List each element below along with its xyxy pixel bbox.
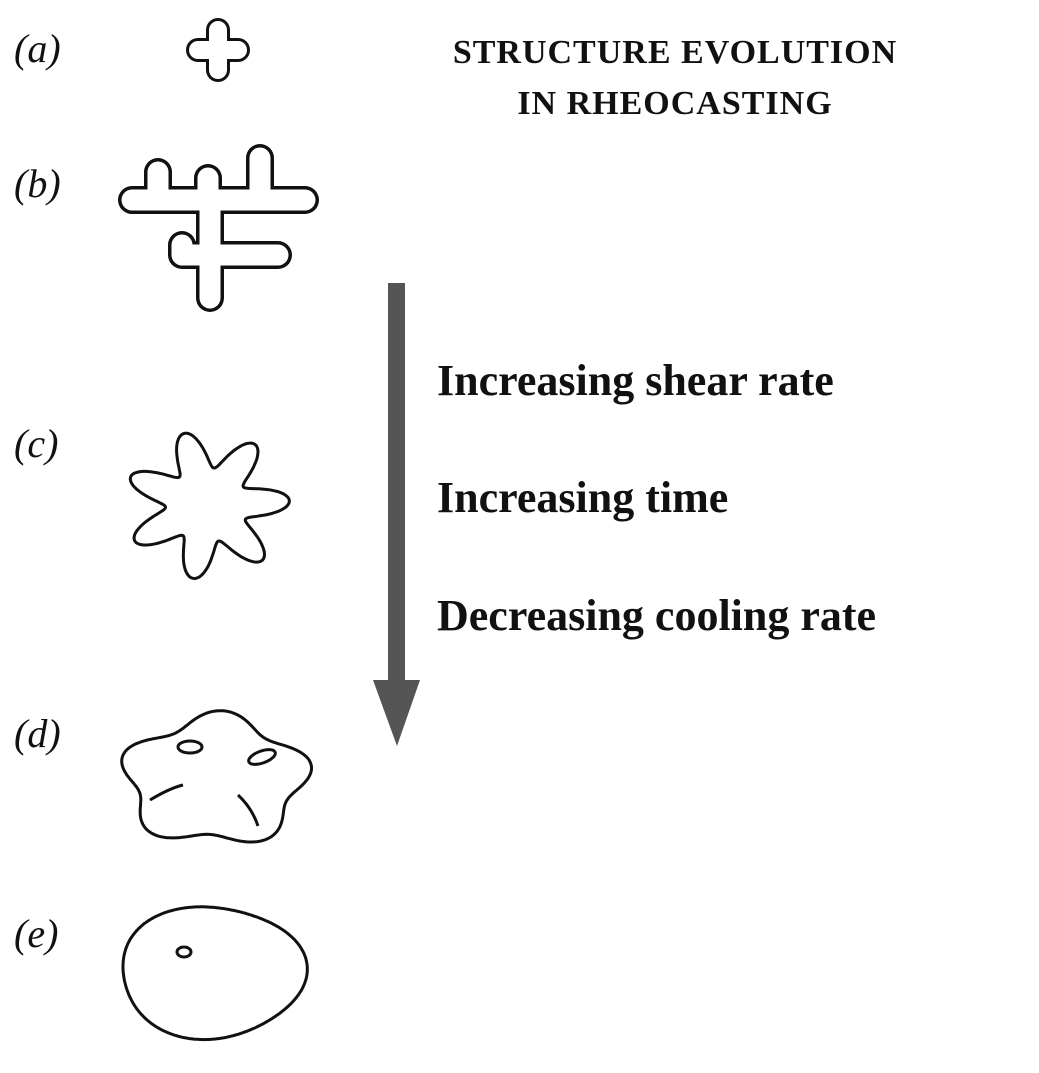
title-line: IN RHEOCASTING [517,85,832,122]
crystal-b [118,144,319,312]
crystal-a [186,18,250,82]
arrow-label: Increasing time [437,473,728,522]
arrow-label: Decreasing cooling rate [437,591,876,640]
arrow [373,283,420,746]
arrow-label: Increasing shear rate [437,356,834,405]
crystal-c [128,431,291,581]
crystal-e [121,905,309,1042]
stage-label: (c) [14,421,58,466]
stage-label: (d) [14,711,61,756]
title-line: STRUCTURE EVOLUTION [453,34,897,71]
stage-label: (b) [14,161,61,206]
stage-label: (e) [14,911,58,956]
crystal-d [120,709,313,844]
stage-label: (a) [14,26,61,71]
